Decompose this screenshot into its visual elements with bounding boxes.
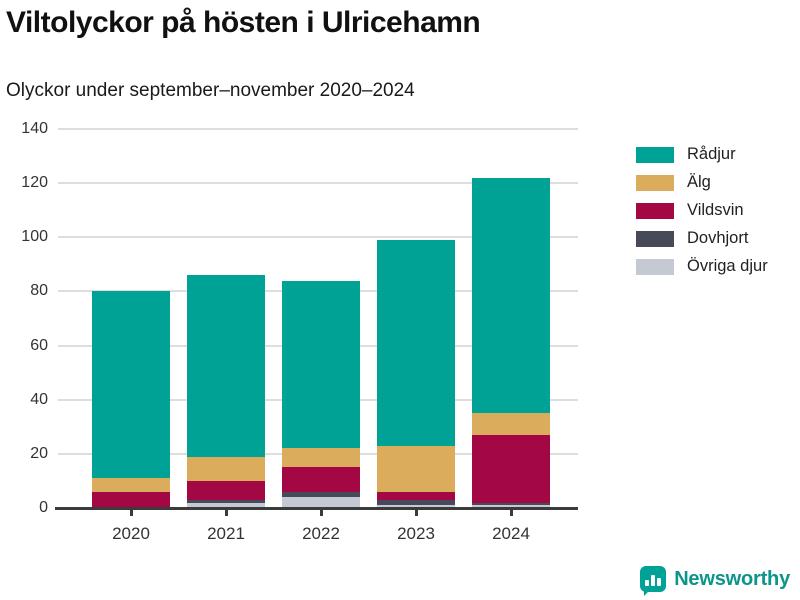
bar-segment-2023-vildsvin — [377, 491, 455, 500]
chart-subtitle: Olyckor under september–november 2020–20… — [6, 80, 415, 101]
bar-2020 — [92, 129, 170, 508]
bar-segment-2020-älg — [92, 478, 170, 492]
y-tick-label-120: 120 — [21, 174, 48, 192]
legend-label: Älg — [687, 173, 711, 191]
x-tick-2022 — [319, 510, 323, 516]
x-tick-2024 — [509, 510, 513, 516]
x-axis-label-2020: 2020 — [112, 524, 150, 543]
x-axis-line — [55, 507, 578, 510]
bar-segment-2022-älg — [282, 448, 360, 468]
bar-segment-2022-dovhjort — [282, 491, 360, 498]
y-tick-label-140: 140 — [21, 120, 48, 137]
y-tick-label-0: 0 — [39, 499, 48, 516]
bar-2023 — [377, 129, 455, 508]
gridline-100 — [58, 236, 578, 239]
legend-item-dovhjort: Dovhjort — [636, 229, 796, 247]
legend-item-älg: Älg — [636, 173, 796, 191]
legend-swatch — [636, 258, 674, 275]
bar-segment-2023-dovhjort — [377, 499, 455, 506]
x-tick-2020 — [129, 510, 133, 516]
gridline-140 — [58, 128, 578, 130]
legend-swatch — [636, 174, 674, 191]
newsworthy-logo: Newsworthy — [640, 566, 790, 596]
y-tick-label-20: 20 — [30, 444, 48, 462]
bar-segment-2020-rådjur — [92, 291, 170, 479]
x-tick-2021 — [224, 510, 228, 516]
bar-segment-2020-vildsvin — [92, 491, 170, 508]
chart-title: Viltolyckor på hösten i Ulricehamn — [6, 6, 481, 39]
x-axis-label-2021: 2021 — [207, 524, 245, 543]
y-tick-label-80: 80 — [30, 282, 48, 300]
bar-segment-2022-rådjur — [282, 280, 360, 449]
bar-segment-2021-älg — [187, 456, 265, 481]
bar-segment-2023-älg — [377, 445, 455, 492]
x-axis-label-2024: 2024 — [492, 524, 530, 543]
legend-label: Dovhjort — [687, 229, 749, 247]
bar-segment-2021-vildsvin — [187, 480, 265, 500]
bar-segment-2023-rådjur — [377, 240, 455, 446]
bar-segment-2024-övriga-djur — [472, 505, 550, 508]
bar-2021 — [187, 129, 265, 508]
y-tick-label-60: 60 — [30, 336, 48, 354]
brand-name: Newsworthy — [674, 567, 790, 590]
bar-chart-icon — [640, 566, 667, 596]
legend-label: Vildsvin — [687, 201, 744, 219]
gridline-120 — [58, 182, 578, 185]
bar-segment-2021-rådjur — [187, 275, 265, 457]
legend-label: Rådjur — [687, 145, 736, 163]
legend-swatch — [636, 230, 674, 247]
bar-segment-2022-vildsvin — [282, 467, 360, 492]
legend-item-vildsvin: Vildsvin — [636, 201, 796, 219]
legend-item-övriga-djur: Övriga djur — [636, 257, 796, 275]
bar-segment-2021-övriga-djur — [187, 502, 265, 508]
bar-segment-2024-rådjur — [472, 177, 550, 414]
y-tick-label-40: 40 — [30, 390, 48, 408]
x-tick-2023 — [414, 510, 418, 516]
x-axis-label-2022: 2022 — [302, 524, 340, 543]
bar-segment-2024-vildsvin — [472, 434, 550, 503]
plot-area — [58, 128, 578, 508]
bar-2022 — [282, 129, 360, 508]
bar-2024 — [472, 129, 550, 508]
legend: Rådjur Älg Vildsvin Dovhjort Övriga djur — [636, 145, 796, 286]
y-tick-label-100: 100 — [21, 228, 48, 246]
bar-segment-2023-övriga-djur — [377, 505, 455, 508]
bar-segment-2021-dovhjort — [187, 499, 265, 503]
x-axis-label-2023: 2023 — [397, 524, 435, 543]
legend-swatch — [636, 146, 674, 163]
legend-swatch — [636, 202, 674, 219]
bar-segment-2022-övriga-djur — [282, 497, 360, 508]
legend-item-rådjur: Rådjur — [636, 145, 796, 163]
bar-segment-2024-älg — [472, 413, 550, 435]
bar-segment-2024-dovhjort — [472, 502, 550, 506]
legend-label: Övriga djur — [687, 257, 768, 275]
